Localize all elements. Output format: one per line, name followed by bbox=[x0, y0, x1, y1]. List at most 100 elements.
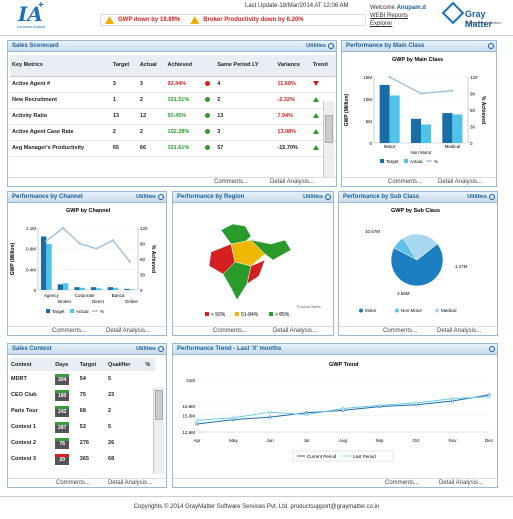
zoom-icon[interactable] bbox=[328, 43, 334, 49]
sales-contest-panel: Sales Contest Utilities Contest Days Targe… bbox=[7, 343, 167, 488]
pct-point bbox=[78, 242, 81, 245]
y-tick-label: 0.8M bbox=[26, 247, 36, 252]
zoom-icon[interactable] bbox=[158, 194, 164, 200]
data-point bbox=[195, 418, 199, 422]
y-tick-label: 5M bbox=[366, 119, 373, 124]
zoom-icon[interactable] bbox=[325, 194, 331, 200]
detail-analysis-link[interactable]: Detail Analysis... bbox=[438, 179, 483, 185]
legend-label: Current Period bbox=[307, 454, 337, 459]
chart-title: GWP by Sub Class bbox=[391, 208, 440, 214]
variance-value: 7.94% bbox=[275, 108, 311, 125]
warning-icon bbox=[190, 16, 200, 24]
detail-analysis-link[interactable]: Detail Analysis... bbox=[273, 328, 318, 334]
actual-value: 12 bbox=[137, 108, 166, 125]
legend-swatch bbox=[269, 312, 273, 316]
contest-scrollbar[interactable] bbox=[153, 388, 164, 474]
utilities-button[interactable]: Utilities bbox=[467, 194, 487, 200]
days-badge: 304 bbox=[55, 373, 70, 385]
pct-point bbox=[61, 226, 65, 230]
scorecard-scrollbar[interactable] bbox=[323, 101, 334, 178]
data-point bbox=[231, 416, 235, 420]
zoom-icon[interactable] bbox=[489, 346, 495, 352]
bar bbox=[96, 288, 102, 290]
table-row: Contest 3 20 365 68 bbox=[10, 451, 155, 467]
comments-link[interactable]: Comments... bbox=[385, 480, 420, 486]
trend-panel: Performance Trend - Last 'X' months GWP … bbox=[172, 343, 498, 488]
app-logo: IA + Insurance Analytix bbox=[14, 0, 48, 32]
table-row: Contest 2 76 276 26 bbox=[10, 435, 155, 451]
column-header bbox=[203, 55, 216, 77]
subclass-panel: Performance by Sub Class Utilities GWP b… bbox=[338, 191, 498, 336]
scroll-thumb[interactable] bbox=[155, 390, 163, 420]
legend-swatch bbox=[359, 308, 363, 313]
legend-label: < 50% bbox=[211, 312, 226, 318]
detail-analysis-link[interactable]: Detail Analysis... bbox=[108, 480, 153, 486]
data-label: 1.27M bbox=[455, 264, 468, 269]
y-tick-label: 15M bbox=[363, 75, 372, 80]
comments-link[interactable]: Comments... bbox=[213, 328, 248, 334]
status-dot-icon bbox=[205, 144, 211, 150]
panel-header: Performance by Channel Utilities bbox=[8, 192, 166, 203]
zoom-icon[interactable] bbox=[488, 43, 494, 49]
table-row: Active Agent #3 3 92.44% 4 11.60% bbox=[10, 76, 336, 93]
table-row: New Recruitment 1 2 101.51% 2 -2.32% bbox=[10, 92, 336, 109]
pct-point bbox=[95, 247, 98, 250]
utilities-button[interactable]: Utilities bbox=[303, 194, 323, 200]
panel-footer: Comments... Detail Analysis... bbox=[8, 177, 336, 186]
contest-table: Contest Days Target Qualifier% MDRT 304 54 5 CE… bbox=[10, 358, 155, 467]
detail-analysis-link[interactable]: Detail Analysis... bbox=[106, 328, 151, 334]
detail-analysis-link[interactable]: Detail Analysis... bbox=[437, 328, 482, 334]
ly-value: 2 bbox=[215, 92, 276, 109]
zoom-icon[interactable] bbox=[489, 194, 495, 200]
scroll-thumb[interactable] bbox=[325, 115, 333, 143]
days-badge: 76 bbox=[55, 437, 70, 449]
days-badge: 20 bbox=[55, 453, 70, 465]
data-point bbox=[378, 403, 382, 407]
trend-down-icon bbox=[312, 80, 319, 86]
days-cell: 287 bbox=[54, 419, 79, 435]
webi-reports-link[interactable]: WEBI Reports bbox=[370, 13, 409, 19]
chart-title: GWP Trend bbox=[329, 362, 359, 368]
legend-swatch bbox=[70, 309, 74, 313]
zoom-icon[interactable] bbox=[158, 346, 164, 352]
comments-link[interactable]: Comments... bbox=[214, 179, 249, 185]
detail-analysis-link[interactable]: Detail Analysis... bbox=[439, 480, 484, 486]
pct-line bbox=[45, 227, 131, 263]
comments-link[interactable]: Comments... bbox=[56, 480, 91, 486]
legend-label: 51-84% bbox=[241, 312, 259, 318]
status-cell bbox=[203, 108, 216, 125]
comments-link[interactable]: Comments... bbox=[383, 328, 418, 334]
variance-value: 13.08% bbox=[275, 124, 311, 141]
column-header: Key Metrics bbox=[10, 55, 111, 77]
panel-header: Performance Trend - Last 'X' months bbox=[173, 344, 497, 355]
legend-swatch bbox=[205, 312, 209, 316]
utilities-button[interactable]: Utilities bbox=[136, 346, 156, 352]
days-cell: 76 bbox=[54, 435, 79, 451]
last-update-text: Last Update-18/Mar/2014 AT 12:06 AM bbox=[245, 3, 349, 9]
target-value: 365 bbox=[79, 456, 89, 462]
x-tick-label: May bbox=[229, 438, 238, 443]
panel-footer: Comments... Detail Analysis... bbox=[173, 478, 497, 487]
bar bbox=[124, 288, 130, 290]
india-map: < 50% 51-84% > 85% FusionCharts bbox=[205, 223, 321, 318]
qualifier-value: 68 bbox=[108, 456, 115, 462]
pct-point bbox=[128, 260, 131, 263]
comments-link[interactable]: Comments... bbox=[388, 179, 423, 185]
news-ticker: GWP down by 19.89% Broker Productivity d… bbox=[100, 14, 366, 26]
y2-tick-label: 0 bbox=[470, 141, 473, 146]
utilities-button[interactable]: Utilities bbox=[306, 43, 326, 49]
utilities-button[interactable]: Utilities bbox=[136, 194, 156, 200]
trend-cell bbox=[310, 76, 336, 93]
y2-tick-label: 60 bbox=[140, 257, 146, 262]
chart-title: GWP by Channel bbox=[66, 208, 111, 214]
legend-label: % bbox=[100, 309, 104, 314]
achieved-value: 101.61% bbox=[165, 140, 204, 157]
comments-link[interactable]: Comments... bbox=[52, 328, 87, 334]
y2-tick-label: 0 bbox=[140, 288, 143, 293]
bar bbox=[91, 287, 97, 290]
panel-header: Performance by Sub Class Utilities bbox=[339, 192, 497, 203]
column-header: Achieved bbox=[165, 55, 204, 77]
explorer-link[interactable]: Explorer bbox=[370, 21, 393, 27]
detail-analysis-link[interactable]: Detail Analysis... bbox=[270, 179, 315, 185]
contest-name: CEO Club bbox=[11, 392, 37, 398]
